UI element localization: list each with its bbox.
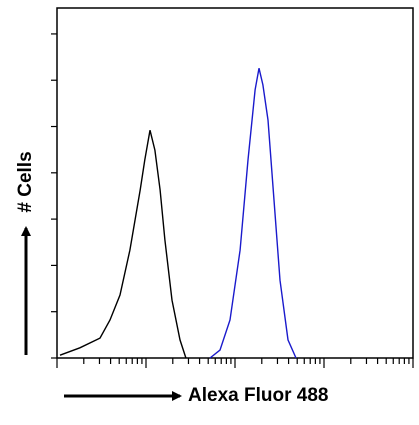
histogram-line (59, 130, 187, 359)
histogram-line (209, 68, 297, 359)
x-axis-label: Alexa Fluor 488 (188, 385, 328, 406)
y-axis-label: # Cells (15, 151, 36, 212)
plot-frame (56, 7, 414, 359)
